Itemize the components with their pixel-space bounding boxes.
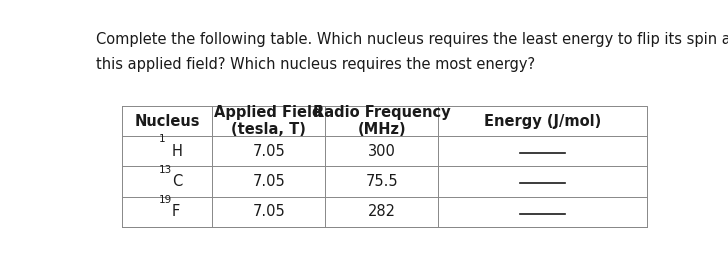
Text: F: F — [172, 204, 180, 219]
Text: Complete the following table. Which nucleus requires the least energy to flip it: Complete the following table. Which nucl… — [95, 32, 728, 47]
Text: C: C — [172, 174, 182, 189]
Text: 7.05: 7.05 — [253, 204, 285, 219]
Text: Nucleus: Nucleus — [135, 114, 200, 128]
Text: 282: 282 — [368, 204, 395, 219]
Text: Applied Field
(tesla, T): Applied Field (tesla, T) — [215, 105, 323, 137]
Text: H: H — [172, 144, 183, 159]
Text: Radio Frequency
(MHz): Radio Frequency (MHz) — [313, 105, 451, 137]
Text: 7.05: 7.05 — [253, 144, 285, 159]
Text: 19: 19 — [159, 195, 172, 205]
Text: 300: 300 — [368, 144, 395, 159]
Text: Energy (J/mol): Energy (J/mol) — [483, 114, 601, 128]
Text: 1: 1 — [159, 134, 165, 144]
Text: 7.05: 7.05 — [253, 174, 285, 189]
Text: 13: 13 — [159, 165, 172, 175]
Text: 75.5: 75.5 — [365, 174, 398, 189]
Text: this applied field? Which nucleus requires the most energy?: this applied field? Which nucleus requir… — [95, 57, 534, 71]
